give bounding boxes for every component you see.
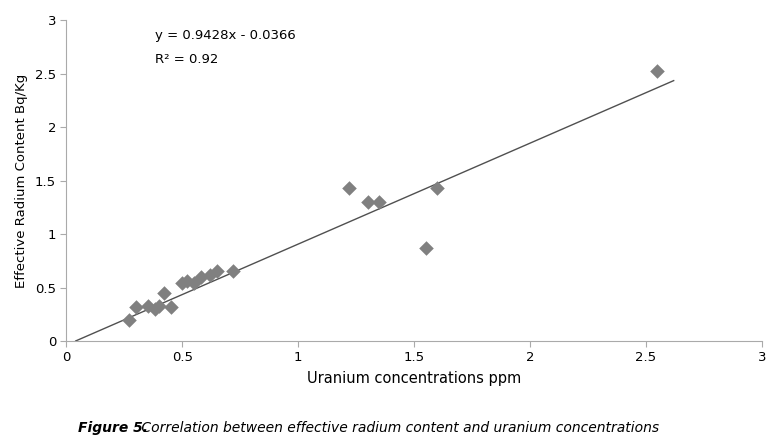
Point (227, 268, 240, 275)
Point (148, 306, 161, 313)
Text: Correlation between effective radium content and uranium concentrations: Correlation between effective radium con… (137, 421, 659, 435)
Text: Figure 5.: Figure 5. (78, 421, 148, 435)
Point (141, 302, 154, 309)
Point (187, 280, 200, 287)
Point (211, 268, 223, 275)
Point (343, 185, 355, 192)
Point (130, 303, 142, 310)
Point (431, 185, 444, 192)
X-axis label: Uranium concentrations ppm: Uranium concentrations ppm (307, 372, 521, 386)
Text: R² = 0.92: R² = 0.92 (155, 53, 218, 66)
Point (204, 271, 216, 278)
Point (165, 303, 177, 310)
Point (158, 289, 170, 297)
Point (123, 316, 135, 323)
Point (176, 280, 188, 287)
Point (362, 198, 374, 206)
Point (419, 244, 432, 252)
Point (651, 68, 664, 75)
Point (153, 302, 166, 309)
Point (194, 273, 207, 281)
Point (373, 198, 386, 206)
Y-axis label: Effective Radium Content Bq/Kg: Effective Radium Content Bq/Kg (15, 74, 28, 288)
Text: y = 0.9428x - 0.0366: y = 0.9428x - 0.0366 (155, 29, 295, 42)
Point (180, 277, 193, 285)
